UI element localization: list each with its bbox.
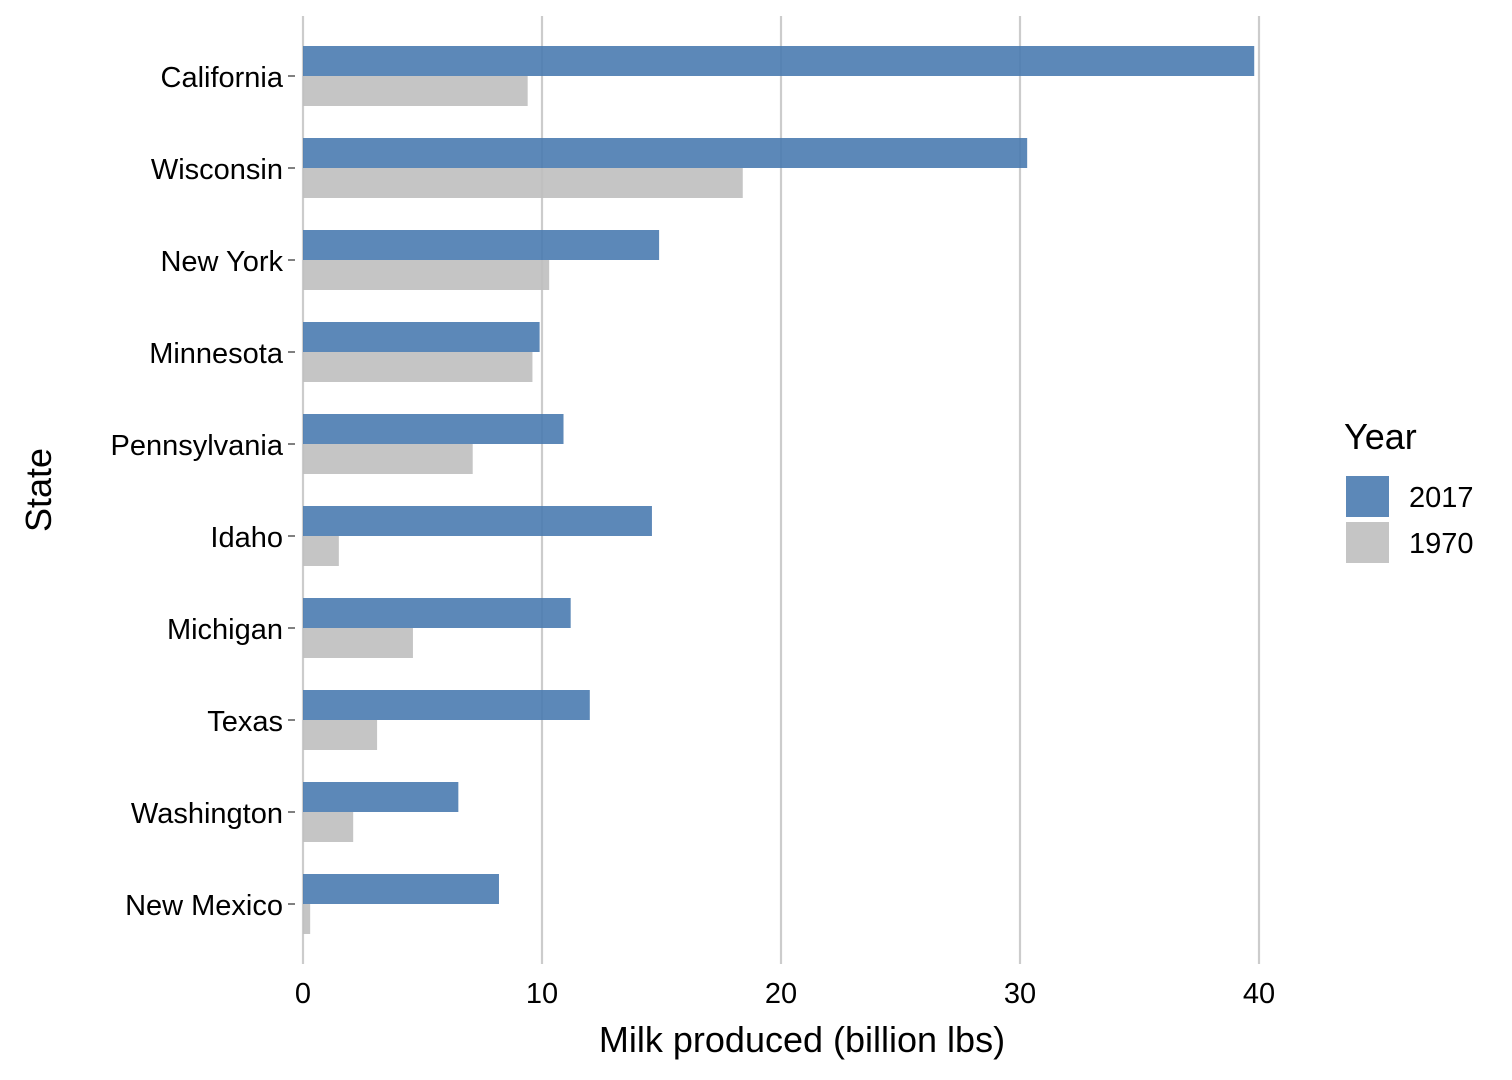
bar-2017-texas [303,690,590,720]
bar-1970-pennsylvania [303,444,473,474]
legend-label-1970: 1970 [1409,528,1474,560]
x-tick-label: 30 [1004,978,1036,1010]
legend-title: Year [1344,416,1417,457]
y-tick-label: New Mexico [125,890,283,922]
legend-swatch-1970 [1346,522,1389,563]
bar-2017-wisconsin [303,138,1028,168]
bar-2017-new-york [303,230,660,260]
y-tick-label: Minnesota [149,338,284,370]
bar-1970-texas [303,720,378,750]
x-tick-label: 40 [1243,978,1275,1010]
y-tick-label: Pennsylvania [111,430,284,462]
y-tick-label: Michigan [167,614,283,646]
y-tick-label: California [161,62,284,94]
bar-2017-idaho [303,506,652,536]
y-tick-label: Texas [207,706,283,738]
y-axis: California Wisconsin New York Minnesota Penn… [111,62,295,922]
bar-2017-michigan [303,598,571,628]
legend-label-2017: 2017 [1409,482,1474,514]
bar-1970-new-york [303,260,550,290]
y-axis-title: State [18,448,59,532]
bar-1970-idaho [303,536,339,566]
bar-1970-washington [303,812,354,842]
bar-1970-california [303,76,528,106]
legend-swatch-2017 [1346,476,1389,517]
bar-1970-wisconsin [303,168,743,198]
bar-1970-minnesota [303,352,533,382]
y-tick-label: Washington [131,798,283,830]
legend: Year 2017 1970 [1344,416,1474,563]
bar-2017-new-mexico [303,874,499,904]
y-tick-label: New York [160,246,283,278]
bar-2017-california [303,46,1255,76]
x-axis-title: Milk produced (billion lbs) [599,1019,1005,1060]
bars [303,46,1255,934]
y-tick-label: Idaho [210,522,283,554]
x-tick-label: 10 [526,978,558,1010]
bar-2017-minnesota [303,322,540,352]
bar-2017-pennsylvania [303,414,564,444]
x-tick-label: 20 [765,978,797,1010]
bar-1970-new-mexico [303,904,311,934]
x-axis: 0 10 20 30 40 [295,978,1275,1010]
bar-2017-washington [303,782,459,812]
x-tick-label: 0 [295,978,311,1010]
bar-1970-michigan [303,628,413,658]
y-tick-label: Wisconsin [151,154,283,186]
